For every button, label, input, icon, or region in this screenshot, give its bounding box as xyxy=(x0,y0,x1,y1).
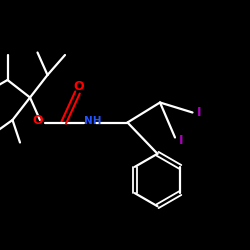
Text: I: I xyxy=(179,134,184,146)
Text: O: O xyxy=(74,80,84,93)
Text: NH: NH xyxy=(84,116,101,126)
Text: I: I xyxy=(196,106,201,119)
Text: O: O xyxy=(32,114,43,126)
